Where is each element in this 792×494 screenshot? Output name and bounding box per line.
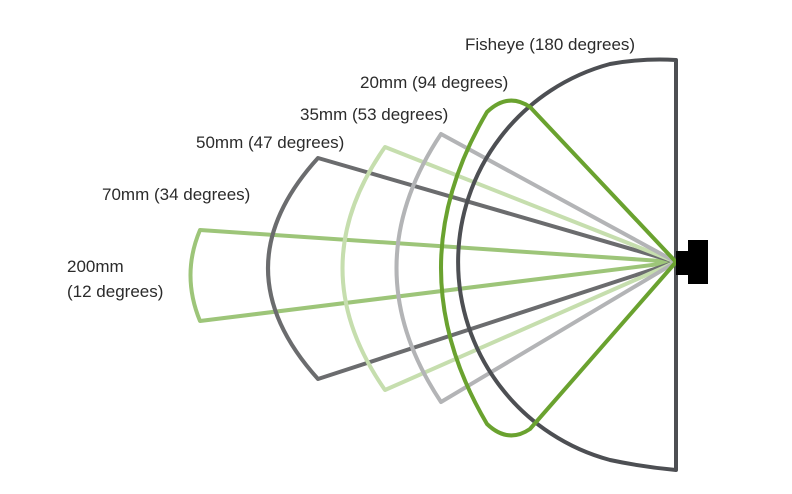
fov-35mm-cone [394, 132, 678, 404]
camera-icon [676, 240, 708, 284]
label-200mm-line1: 200mm [67, 257, 124, 276]
label-fisheye: Fisheye (180 degrees) [465, 35, 636, 54]
label-200mm-line2: (12 degrees) [67, 282, 164, 301]
label-70mm: 70mm (34 degrees) [102, 185, 251, 204]
fov-fisheye-cone [456, 57, 678, 472]
fov-200mm-cone [188, 228, 678, 323]
label-50mm: 50mm (47 degrees) [196, 133, 345, 152]
label-20mm: 20mm (94 degrees) [360, 73, 509, 92]
fov-20mm-cone [439, 98, 678, 438]
fov-50mm-cone [340, 145, 678, 392]
label-35mm: 35mm (53 degrees) [300, 105, 449, 124]
fov-70mm-cone [266, 156, 678, 381]
